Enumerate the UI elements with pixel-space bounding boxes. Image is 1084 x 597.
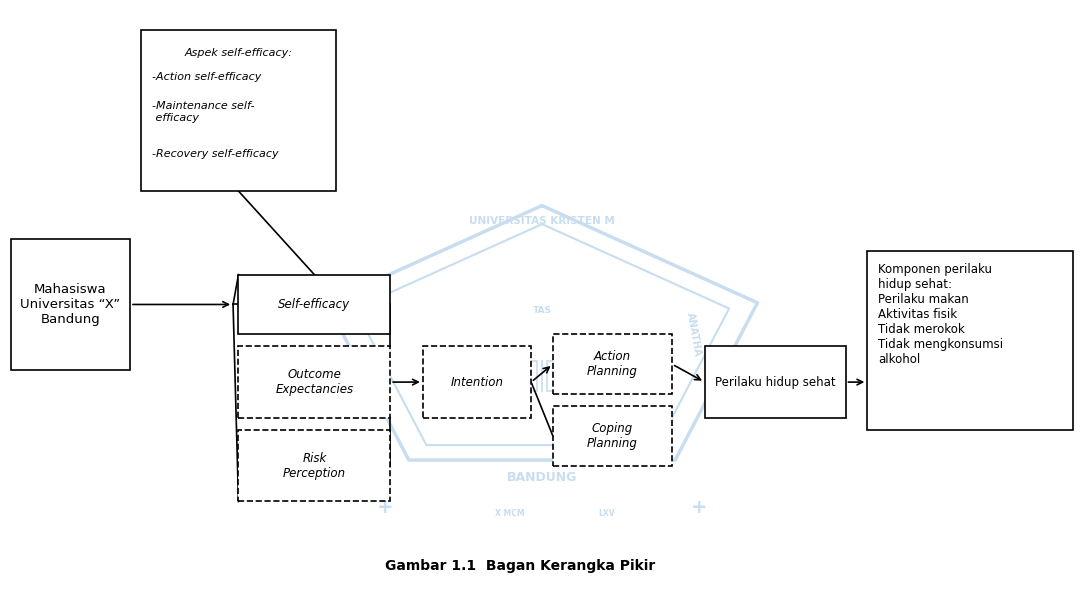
FancyBboxPatch shape — [423, 346, 531, 418]
Text: BANDUNG: BANDUNG — [507, 471, 577, 484]
Text: Gambar 1.1  Bagan Kerangka Pikir: Gambar 1.1 Bagan Kerangka Pikir — [385, 559, 656, 573]
FancyBboxPatch shape — [553, 406, 672, 466]
Text: ANATHA: ANATHA — [685, 312, 702, 357]
Text: Coping
Planning: Coping Planning — [588, 422, 637, 450]
Text: -Recovery self-efficacy: -Recovery self-efficacy — [152, 149, 279, 159]
Text: TAS: TAS — [532, 306, 552, 315]
Text: +: + — [691, 498, 708, 517]
Text: UNIVERSI: UNIVERSI — [359, 344, 378, 396]
Text: Outcome
Expectancies: Outcome Expectancies — [275, 368, 353, 396]
FancyBboxPatch shape — [11, 239, 130, 370]
FancyBboxPatch shape — [553, 334, 672, 394]
Text: Action
Planning: Action Planning — [588, 350, 637, 378]
Text: +: + — [376, 498, 393, 517]
FancyBboxPatch shape — [705, 346, 846, 418]
Text: Aspek self-efficacy:: Aspek self-efficacy: — [184, 48, 293, 58]
FancyBboxPatch shape — [238, 430, 390, 501]
FancyBboxPatch shape — [141, 30, 336, 191]
Text: Self-efficacy: Self-efficacy — [279, 298, 350, 311]
Text: Intention: Intention — [451, 376, 503, 389]
Text: -Action self-efficacy: -Action self-efficacy — [152, 72, 261, 82]
FancyBboxPatch shape — [238, 346, 390, 418]
Text: Risk
Perception: Risk Perception — [283, 452, 346, 479]
FancyBboxPatch shape — [867, 251, 1073, 430]
Text: -Maintenance self-
 efficacy: -Maintenance self- efficacy — [152, 101, 255, 123]
Text: Mahasiswa
Universitas “X”
Bandung: Mahasiswa Universitas “X” Bandung — [21, 283, 120, 326]
Text: Perilaku hidup sehat: Perilaku hidup sehat — [714, 376, 836, 389]
Text: Komponen perilaku
hidup sehat:
Perilaku makan
Aktivitas fisik
Tidak merokok
Tida: Komponen perilaku hidup sehat: Perilaku … — [878, 263, 1003, 366]
Text: LXV: LXV — [598, 509, 616, 518]
Text: X MCM: X MCM — [494, 509, 525, 518]
Text: UNIVERSITAS KRISTEN M: UNIVERSITAS KRISTEN M — [469, 216, 615, 226]
FancyBboxPatch shape — [238, 275, 390, 334]
